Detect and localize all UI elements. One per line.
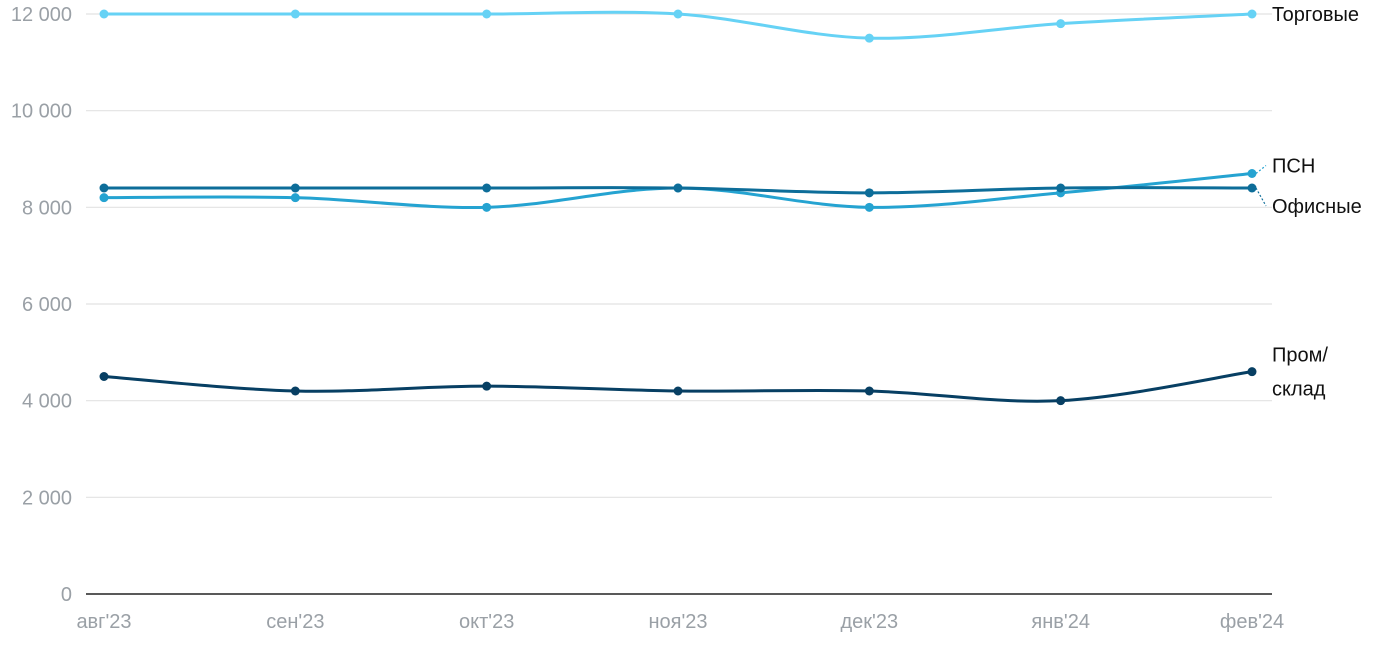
data-point — [482, 9, 492, 19]
series-labels: Торговые ПСН Офисные Пром/склад — [1255, 4, 1362, 401]
data-point — [864, 188, 874, 198]
y-tick-label: 10 000 — [11, 101, 72, 123]
label-leader-line — [1255, 187, 1267, 207]
series-0 — [99, 9, 1257, 43]
series-label-line: Офисные — [1272, 196, 1362, 218]
data-point — [673, 9, 683, 19]
data-point — [99, 9, 109, 19]
series-line — [102, 370, 1254, 403]
data-point — [482, 183, 492, 193]
series-label-line: ПСН — [1272, 156, 1315, 178]
series-label-line: Торговые — [1272, 4, 1359, 26]
series-2 — [99, 183, 1257, 198]
data-point — [1247, 183, 1257, 193]
x-tick-label: фев'24 — [1220, 611, 1284, 633]
series-label: ПСН — [1272, 156, 1315, 178]
series-group — [99, 9, 1257, 406]
data-point — [99, 372, 109, 381]
grid-lines — [86, 13, 1272, 498]
data-point — [1056, 183, 1066, 193]
y-tick-label: 6 000 — [22, 294, 72, 316]
data-point — [1247, 9, 1257, 19]
data-point — [290, 193, 300, 203]
y-tick-label: 0 — [61, 584, 72, 606]
series-label-line: склад — [1272, 379, 1326, 401]
x-tick-label: авг'23 — [76, 611, 131, 633]
x-axis-ticks: авг'23 сен'23 окт'23 ноя'23 дек'23 янв'24 фев'… — [76, 611, 1284, 633]
data-point — [290, 183, 300, 193]
data-point — [290, 9, 300, 19]
data-point — [673, 183, 683, 193]
data-point — [864, 386, 874, 396]
x-tick-label: окт'23 — [459, 611, 514, 633]
data-point — [99, 183, 109, 193]
series-label: Пром/склад — [1272, 345, 1328, 401]
data-point — [1247, 169, 1257, 178]
data-point — [290, 386, 300, 396]
y-axis-ticks: 0 2 000 4 000 6 000 8 000 10 000 12 000 — [11, 4, 72, 606]
x-tick-label: ноя'23 — [648, 611, 707, 633]
label-leader-line — [1255, 165, 1267, 174]
data-point — [1247, 367, 1257, 377]
data-point — [482, 202, 492, 212]
y-tick-label: 12 000 — [11, 4, 72, 26]
data-point — [864, 202, 874, 212]
series-label: Офисные — [1272, 196, 1362, 218]
y-tick-label: 4 000 — [22, 391, 72, 413]
series-label: Торговые — [1272, 4, 1359, 26]
x-tick-label: янв'24 — [1031, 611, 1090, 633]
data-point — [1056, 396, 1066, 406]
data-point — [482, 381, 492, 391]
series-3 — [99, 367, 1257, 406]
x-tick-label: дек'23 — [841, 611, 899, 633]
x-tick-label: сен'23 — [266, 611, 324, 633]
series-label-line: Пром/ — [1272, 345, 1328, 367]
data-point — [673, 386, 683, 396]
y-tick-label: 8 000 — [22, 197, 72, 219]
data-point — [99, 193, 109, 203]
y-tick-label: 2 000 — [22, 487, 72, 509]
data-point — [864, 33, 874, 43]
data-point — [1056, 19, 1066, 29]
